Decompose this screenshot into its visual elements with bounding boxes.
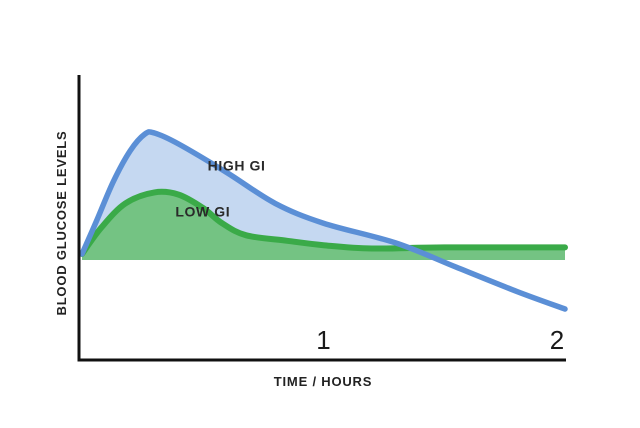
- x-axis-label: TIME / HOURS: [274, 374, 372, 389]
- line-layer: [79, 129, 568, 312]
- x-tick-label: 1: [316, 325, 330, 355]
- axis-layer: [77, 75, 566, 362]
- y-axis-label: BLOOD GLUCOSE LEVELS: [54, 130, 69, 315]
- series-line-high-gi: [79, 129, 568, 312]
- series-line-low-gi: [79, 188, 568, 257]
- annotation-layer: HIGH GI LOW GI: [175, 157, 265, 219]
- annotation-high-gi: HIGH GI: [208, 157, 266, 173]
- x-tick-label: 2: [550, 325, 564, 355]
- annotation-low-gi: LOW GI: [175, 204, 230, 220]
